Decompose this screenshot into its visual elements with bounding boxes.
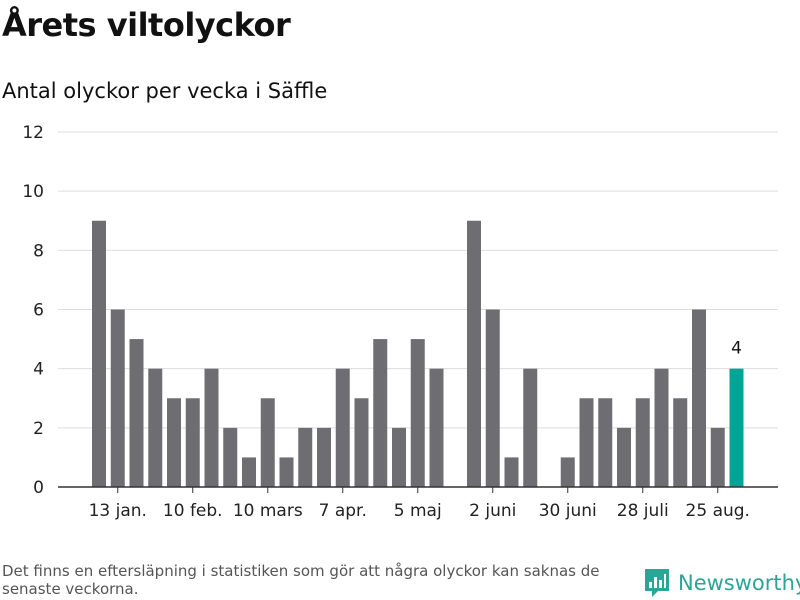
bar (335, 368, 350, 487)
bar (579, 398, 594, 487)
y-tick-label: 12 (22, 123, 44, 143)
bar (710, 427, 725, 487)
bar (129, 339, 144, 487)
bar (729, 368, 744, 487)
y-tick-label: 4 (33, 360, 44, 380)
bar (242, 457, 256, 487)
bar (392, 427, 406, 487)
x-tick-label: 13 jan. (89, 501, 147, 521)
x-tick-label: 28 juli (617, 501, 669, 521)
bar (223, 427, 238, 487)
chart-title: Årets viltolyckor (2, 6, 291, 44)
y-tick-label: 6 (33, 301, 44, 321)
bar (110, 309, 125, 487)
chart-subtitle: Antal olyckor per vecka i Säffle (2, 79, 328, 103)
bar (635, 398, 650, 487)
bar (429, 368, 444, 487)
bar (373, 339, 388, 487)
x-tick-label: 5 maj (394, 501, 442, 521)
footnote: Det finns en eftersläpning i statistiken… (2, 562, 600, 598)
bar (92, 220, 106, 487)
x-tick-label: 25 aug. (686, 501, 750, 521)
bar (260, 398, 275, 487)
bar (504, 457, 519, 487)
bar-chart: 0 2 4 6 8 10 12 13 jan. 10 feb. 10 mars 7 apr. 5 m… (22, 123, 778, 521)
y-tick-label: 10 (22, 182, 44, 202)
x-tick-label: 7 apr. (319, 501, 367, 521)
y-tick-label: 0 (33, 478, 44, 498)
bar (467, 220, 481, 487)
x-tick-label: 10 mars (233, 501, 303, 521)
x-axis-ticks: 13 jan. 10 feb. 10 mars 7 apr. 5 maj 2 juni 30… (89, 487, 750, 521)
bar (410, 339, 425, 487)
y-axis-ticks: 0 2 4 6 8 10 12 (22, 123, 44, 498)
data-labels: 4 (731, 339, 742, 359)
x-tick-label: 10 feb. (163, 501, 223, 521)
bar (167, 398, 181, 487)
bar (673, 398, 688, 487)
bar (692, 309, 706, 487)
bar (298, 427, 313, 487)
brand-name: Newsworthy (678, 571, 800, 595)
brand-logo: Newsworthy (644, 568, 800, 598)
x-tick-label: 30 juni (539, 501, 597, 521)
bar (354, 398, 369, 487)
bar (598, 398, 613, 487)
bar (185, 398, 200, 487)
newsworthy-logo-icon (645, 569, 669, 597)
bar (148, 368, 163, 487)
y-tick-label: 8 (33, 241, 44, 261)
bar (654, 368, 669, 487)
bar (317, 427, 331, 487)
bar (523, 368, 538, 487)
bars (92, 220, 744, 487)
bar (617, 427, 631, 487)
bar (204, 368, 219, 487)
bar (560, 457, 575, 487)
bar (279, 457, 294, 487)
highlight-data-label: 4 (731, 339, 742, 359)
y-tick-label: 2 (33, 419, 44, 439)
x-tick-label: 2 juni (469, 501, 516, 521)
bar (485, 309, 500, 487)
